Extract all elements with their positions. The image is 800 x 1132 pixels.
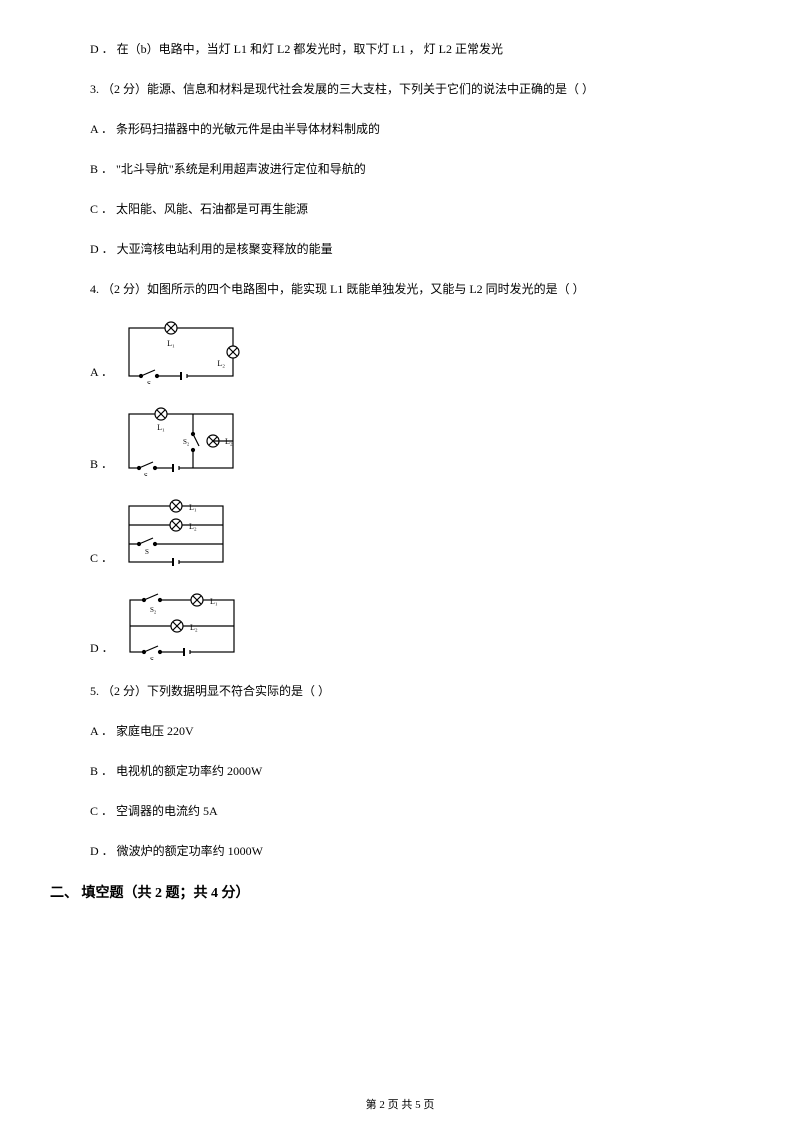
q4-stem: 4. （2 分）如图所示的四个电路图中，能实现 L1 既能单独发光，又能与 L2… <box>90 280 710 298</box>
q4-option-a-label: A ． <box>90 363 113 384</box>
q3-option-c: C ． 太阳能、风能、石油都是可再生能源 <box>90 200 710 218</box>
svg-text:S: S <box>147 380 151 384</box>
q4-option-c-label: C ． <box>90 549 113 570</box>
svg-text:S₁: S₁ <box>150 656 156 660</box>
svg-text:L₁: L₁ <box>189 503 197 512</box>
page-footer: 第 2 页 共 5 页 <box>0 1096 800 1112</box>
svg-text:S₁: S₁ <box>144 472 150 476</box>
q3-option-d: D ． 大亚湾核电站利用的是核聚变释放的能量 <box>90 240 710 258</box>
svg-text:L₂: L₂ <box>217 359 225 368</box>
q5-option-d: D ． 微波炉的额定功率约 1000W <box>90 842 710 860</box>
q3-option-b: B ． "北斗导航"系统是利用超声波进行定位和导航的 <box>90 160 710 178</box>
svg-text:S₂: S₂ <box>150 606 157 614</box>
q4-option-b-label: B ． <box>90 455 113 476</box>
svg-text:L₁: L₁ <box>210 597 218 606</box>
q4-option-a-row: A ． L₁ L₂ S <box>90 320 710 384</box>
circuit-a-icon: L₁ L₂ S <box>121 320 241 384</box>
q5-option-a: A ． 家庭电压 220V <box>90 722 710 740</box>
q5-option-b: B ． 电视机的额定功率约 2000W <box>90 762 710 780</box>
svg-text:S: S <box>145 548 149 556</box>
svg-text:L₁: L₁ <box>167 339 175 348</box>
svg-text:S₂: S₂ <box>183 438 190 446</box>
svg-text:L₂: L₂ <box>189 522 197 531</box>
circuit-c-icon: L₁ L₂ S <box>121 498 231 570</box>
q4-option-d-label: D ． <box>90 639 114 660</box>
svg-text:L₂: L₂ <box>190 623 198 632</box>
circuit-d-icon: S₂ L₁ L₂ S₁ <box>122 592 242 660</box>
svg-text:L₁: L₁ <box>157 423 165 432</box>
q4-option-b-row: B ． L₁ L₂ S₂ <box>90 406 710 476</box>
q4-option-c-row: C ． L₁ L₂ S <box>90 498 710 570</box>
section-2-title: 二、 填空题（共 2 题；共 4 分） <box>50 882 710 902</box>
q3-option-a: A ． 条形码扫描器中的光敏元件是由半导体材料制成的 <box>90 120 710 138</box>
q-option-d: D ． 在（b）电路中，当灯 L1 和灯 L2 都发光时，取下灯 L1 ， 灯 … <box>90 40 710 58</box>
q3-stem: 3. （2 分）能源、信息和材料是现代社会发展的三大支柱，下列关于它们的说法中正… <box>90 80 710 98</box>
q5-option-c: C ． 空调器的电流约 5A <box>90 802 710 820</box>
q5-stem: 5. （2 分）下列数据明显不符合实际的是（ ） <box>90 682 710 700</box>
q4-option-d-row: D ． S₂ L₁ L₂ <box>90 592 710 660</box>
circuit-b-icon: L₁ L₂ S₂ S₁ <box>121 406 241 476</box>
